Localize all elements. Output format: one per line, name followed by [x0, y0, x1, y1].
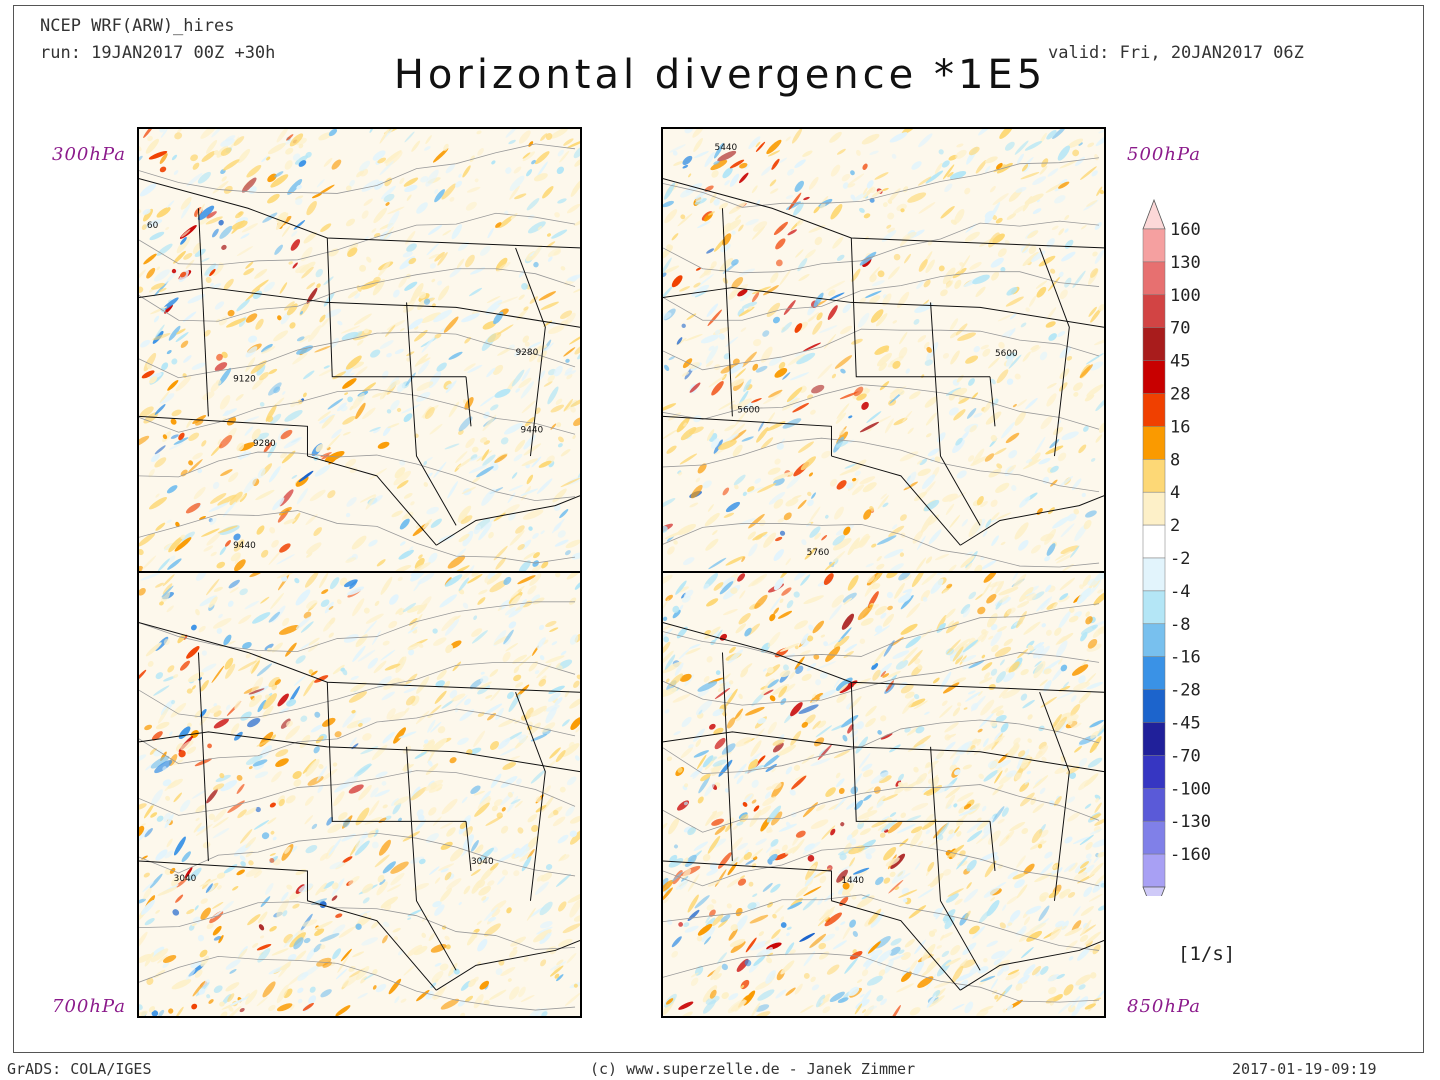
contour-label: 1440 — [841, 876, 864, 886]
map-panel-700hpa: 3040 3040 — [137, 571, 582, 1018]
contour-label: 3040 — [471, 857, 494, 867]
legend-tick-label: 8 — [1170, 450, 1180, 470]
legend-swatch — [1142, 788, 1166, 822]
legend-tick-label: -70 — [1170, 746, 1201, 766]
legend-tick-label: 28 — [1170, 385, 1190, 405]
legend-swatch — [1142, 491, 1166, 526]
legend-swatch — [1142, 524, 1166, 559]
contour-label: 9120 — [233, 375, 256, 385]
contour-label: 60 — [147, 221, 159, 231]
legend-tick-label: -16 — [1170, 648, 1201, 668]
svg-text:9280: 9280 — [253, 439, 276, 449]
map-panel-300hpa: 60 9120 9280 9280 9440 9440 — [137, 127, 582, 573]
legend-tick-label: -28 — [1170, 681, 1201, 701]
legend-swatch — [1142, 853, 1166, 888]
legend-swatch — [1142, 722, 1166, 756]
legend-tick-label: -100 — [1170, 779, 1211, 799]
legend-swatch — [1142, 228, 1166, 263]
legend-swatch — [1142, 459, 1166, 493]
svg-text:9280: 9280 — [516, 348, 539, 358]
legend-tick-label: -160 — [1170, 845, 1211, 865]
level-label-300: 300hPa — [52, 144, 126, 165]
contour-label: 5440 — [715, 143, 738, 153]
legend-tick-label: 130 — [1170, 253, 1201, 273]
contour-label: 3040 — [174, 874, 197, 884]
color-legend: 160 130 100 70 45 28 16 8 4 2 -2 -4 -8 -16 -28 -45 -70 -1… — [1142, 198, 1211, 896]
legend-tick-label: 4 — [1170, 483, 1180, 503]
footer-credit: (c) www.superzelle.de - Janek Zimmer — [590, 1060, 916, 1078]
svg-text:9440: 9440 — [521, 425, 544, 435]
level-label-700: 700hPa — [52, 996, 126, 1017]
legend-swatch — [1142, 557, 1166, 592]
legend-swatch — [1142, 623, 1166, 657]
svg-text:9440: 9440 — [233, 541, 256, 551]
svg-text:5760: 5760 — [807, 548, 830, 558]
legend-tick-label: 2 — [1170, 516, 1180, 536]
legend-swatch — [1142, 689, 1166, 723]
legend-tick-label: 16 — [1170, 417, 1190, 437]
legend-tick-label: -4 — [1170, 582, 1190, 602]
legend-swatch — [1142, 590, 1166, 625]
legend-swatch — [1142, 820, 1166, 855]
figure-frame — [13, 5, 1424, 1053]
svg-text:1440: 1440 — [841, 876, 864, 886]
svg-text:60: 60 — [147, 221, 159, 231]
legend-swatch — [1142, 294, 1166, 328]
legend-unit: [1/s] — [1178, 943, 1236, 965]
legend-swatch — [1142, 393, 1166, 427]
svg-text:9120: 9120 — [233, 375, 256, 385]
svg-text:5600: 5600 — [995, 349, 1018, 359]
svg-text:3040: 3040 — [471, 857, 494, 867]
legend-tick-label: -45 — [1170, 714, 1201, 734]
svg-text:5440: 5440 — [715, 143, 738, 153]
svg-text:3040: 3040 — [174, 874, 197, 884]
map-panel-850hpa: 1440 — [661, 571, 1106, 1018]
contour-label: 9440 — [233, 541, 256, 551]
legend-swatch — [1142, 656, 1166, 690]
legend-swatch — [1142, 327, 1166, 361]
legend-top-arrow — [1142, 198, 1166, 230]
level-label-500: 500hPa — [1127, 144, 1201, 165]
footer-software: GrADS: COLA/IGES — [7, 1060, 152, 1078]
valid-time: valid: Fri, 20JAN2017 06Z — [1048, 43, 1304, 63]
map-panel-500hpa: 5440 5600 5600 5760 — [661, 127, 1106, 573]
svg-text:5600: 5600 — [737, 405, 760, 415]
level-label-850: 850hPa — [1127, 996, 1201, 1017]
map-title: Horizontal divergence *1E5 — [393, 52, 1047, 98]
model-name: NCEP WRF(ARW)_hires — [40, 16, 235, 36]
footer-timestamp: 2017-01-19-09:19 — [1232, 1060, 1377, 1078]
legend-tick-label: -8 — [1170, 615, 1190, 635]
legend-swatch — [1142, 755, 1166, 789]
legend-tick-label: 160 — [1170, 220, 1201, 240]
contour-label: 9280 — [516, 348, 539, 358]
contour-label: 5600 — [737, 405, 760, 415]
legend-bottom-arrow — [1142, 886, 1166, 896]
legend-tick-label: 70 — [1170, 319, 1190, 339]
contour-label: 9280 — [253, 439, 276, 449]
legend-swatch — [1142, 360, 1166, 394]
legend-swatch — [1142, 261, 1166, 296]
contour-label: 9440 — [521, 425, 544, 435]
legend-tick-label: 100 — [1170, 286, 1201, 306]
contour-label: 5760 — [807, 548, 830, 558]
legend-tick-label: -130 — [1170, 812, 1211, 832]
legend-tick-label: -2 — [1170, 549, 1190, 569]
legend-tick-label: 45 — [1170, 352, 1190, 372]
contour-label: 5600 — [995, 349, 1018, 359]
legend-swatch — [1142, 426, 1166, 460]
run-time: run: 19JAN2017 00Z +30h — [40, 43, 276, 63]
